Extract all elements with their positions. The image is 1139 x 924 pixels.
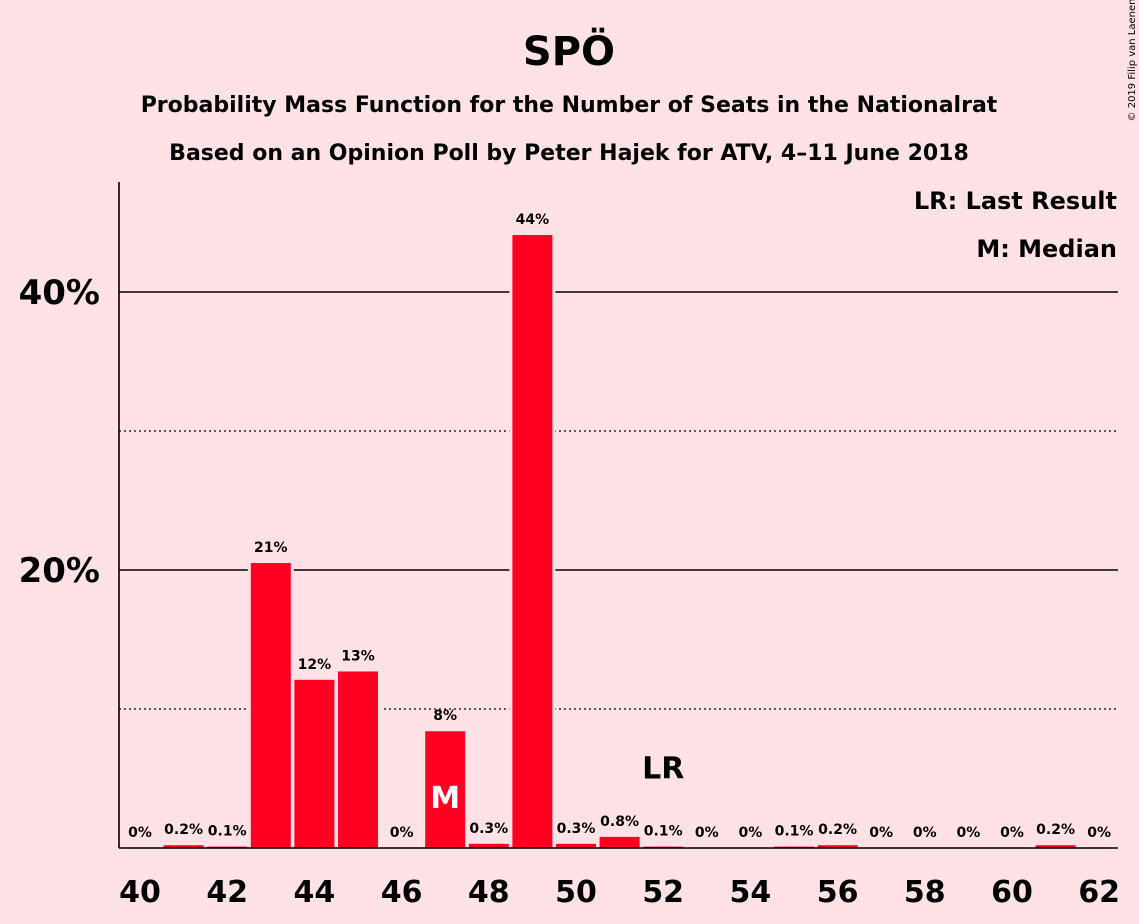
bar-seat-56 <box>817 845 858 848</box>
x-tick-label: 54 <box>730 875 772 910</box>
bar-seat-47 <box>425 731 466 848</box>
bar-backdrop <box>204 843 251 848</box>
y-tick-label: 20% <box>19 551 100 591</box>
chart-subtitle-2: Based on an Opinion Poll by Peter Hajek … <box>169 141 969 166</box>
data-label: 21% <box>254 540 288 556</box>
x-tick-label: 44 <box>294 875 336 910</box>
data-label: 0% <box>957 825 981 841</box>
chart-subtitle-1: Probability Mass Function for the Number… <box>141 93 998 118</box>
x-tick-label: 56 <box>817 875 859 910</box>
x-tick-label: 52 <box>642 875 684 910</box>
data-label: 0.8% <box>600 814 639 830</box>
bar-seat-48 <box>468 843 509 848</box>
data-label: 0% <box>913 825 937 841</box>
bar-seat-50 <box>556 843 596 848</box>
bar-seat-45 <box>338 671 378 848</box>
data-label: 0.1% <box>775 824 814 840</box>
x-tick-label: 40 <box>119 875 161 910</box>
axes: 20% 40% 40 42 44 46 48 50 52 54 56 58 60 62 <box>19 182 1120 910</box>
bar-seat-49 <box>512 235 553 848</box>
data-label: 0.2% <box>818 822 857 838</box>
data-label: 0.2% <box>164 822 203 838</box>
data-label: 8% <box>433 708 457 724</box>
data-label: 0% <box>128 825 152 841</box>
data-label: 0.1% <box>208 824 247 840</box>
x-tick-label: 42 <box>206 875 248 910</box>
x-tick-label: 62 <box>1078 875 1120 910</box>
data-label: 0.3% <box>557 821 596 837</box>
data-label: 0% <box>739 825 763 841</box>
data-label: 0.2% <box>1036 822 1075 838</box>
bar-seat-61 <box>1035 845 1076 848</box>
copyright-notice: © 2019 Filip van Laenen <box>1127 0 1138 121</box>
data-label: 0% <box>1087 825 1111 841</box>
bar-backdrop <box>160 842 207 848</box>
data-label: 0% <box>1000 825 1024 841</box>
x-tick-label: 48 <box>468 875 510 910</box>
bar-seat-44 <box>294 679 335 848</box>
y-tick-label: 40% <box>19 273 100 313</box>
data-label: 0.1% <box>644 824 683 840</box>
data-label: 13% <box>341 648 375 664</box>
bar-seat-41 <box>163 845 204 848</box>
legend-last-result: LR: Last Result <box>914 187 1117 215</box>
x-tick-label: 46 <box>381 875 423 910</box>
data-label: 44% <box>516 212 550 228</box>
median-marker: M <box>430 781 460 816</box>
bar-seat-51 <box>599 836 640 848</box>
data-label: 0% <box>869 825 893 841</box>
bars: 0% 0.2% 0.1%21%12%13%0%8%0.3%44%0.3% 0.8%0.… <box>128 212 1111 848</box>
data-label: 0% <box>390 825 414 841</box>
chart-title: SPÖ <box>523 27 615 75</box>
x-tick-label: 50 <box>555 875 597 910</box>
data-label: 0.3% <box>469 821 508 837</box>
x-tick-label: 58 <box>904 875 946 910</box>
bar-backdrop <box>1032 842 1079 848</box>
bar-seat-43 <box>250 563 291 848</box>
bar-backdrop <box>640 843 687 848</box>
last-result-marker: LR <box>642 752 684 787</box>
data-label: 0% <box>695 825 719 841</box>
bar-backdrop <box>771 843 817 848</box>
x-tick-label: 60 <box>991 875 1033 910</box>
legend-median: M: Median <box>976 235 1117 263</box>
bar-backdrop <box>814 842 861 848</box>
data-label: 12% <box>298 657 332 673</box>
